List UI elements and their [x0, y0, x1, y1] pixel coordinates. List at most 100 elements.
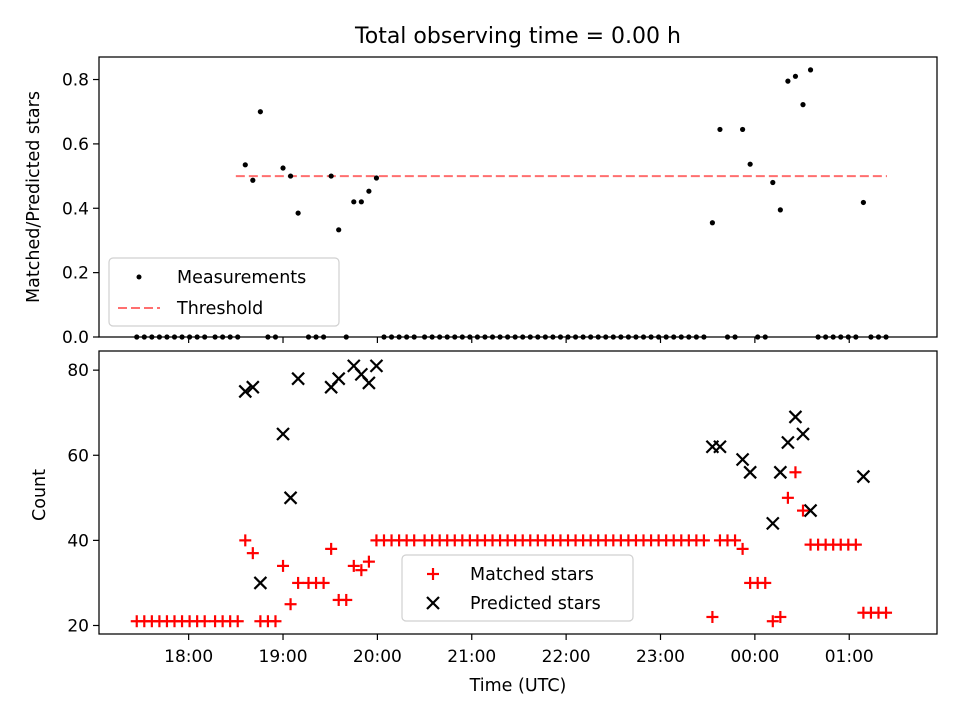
matched-star-marker	[736, 542, 749, 555]
predicted-star-stroke-b	[856, 469, 871, 484]
top-y-tick-label: 0.6	[62, 135, 89, 155]
matched-stars-series	[130, 466, 893, 628]
predicted-star-stroke-b	[238, 384, 253, 399]
predicted-star-stroke-b	[743, 465, 757, 480]
bottom-legend-frame	[401, 554, 634, 622]
bottom-x-tick-label: 22:00	[542, 647, 591, 667]
top-panel-y-axis: 0.0 0.2 0.4 0.6 0.8	[62, 71, 99, 348]
measurement-point	[739, 126, 746, 133]
predicted-star-stroke-b	[781, 435, 795, 450]
matched-star-marker	[340, 593, 353, 606]
measurement-point	[792, 73, 799, 79]
predicted-star-stroke-b	[362, 376, 376, 390]
matched-star-marker	[408, 534, 421, 547]
measurement-point	[250, 177, 256, 183]
matched-star-marker	[766, 615, 779, 628]
legend-measurements-label: Measurements	[177, 268, 306, 288]
legend-predicted-marker	[426, 596, 440, 610]
matched-star-marker	[362, 555, 375, 568]
bottom-panel-ylabel: Count	[30, 469, 50, 521]
measurement-point	[709, 220, 716, 226]
legend-matched-label: Matched stars	[470, 565, 594, 585]
measurement-point	[336, 227, 342, 233]
bottom-panel-x-axis: 18:00 19:00 20:00 21:00 22:00 23:00 00:00 01:00	[164, 634, 874, 667]
legend-threshold-label: Threshold	[176, 299, 263, 319]
predicted-star-marker	[735, 452, 750, 467]
predicted-star-marker	[796, 427, 810, 441]
top-legend: Measurements Threshold	[108, 257, 340, 327]
matched-star-marker	[284, 598, 297, 611]
matched-star-marker	[880, 606, 893, 619]
matched-star-marker	[697, 534, 710, 547]
bottom-panel-y-axis: 20 40 60 80	[67, 361, 99, 636]
matched-star-marker	[231, 615, 244, 628]
measurement-point	[351, 199, 357, 205]
measurement-point	[770, 179, 776, 186]
measurement-point	[800, 102, 806, 108]
matched-star-marker	[781, 491, 794, 504]
predicted-star-marker	[803, 503, 818, 518]
predicted-star-marker	[713, 439, 727, 454]
bottom-y-tick-label: 60	[67, 446, 89, 466]
measurement-point	[280, 165, 286, 171]
matched-star-marker	[292, 576, 305, 589]
predicted-star-stroke-b	[283, 491, 298, 505]
measurement-point	[242, 162, 248, 168]
predicted-star-stroke-b	[773, 465, 788, 480]
predicted-star-marker	[773, 465, 788, 480]
matched-star-marker	[347, 559, 360, 572]
bottom-y-tick-label: 40	[67, 531, 89, 551]
bottom-panel-frame	[98, 350, 938, 635]
predicted-star-stroke-b	[788, 410, 803, 424]
matched-star-marker	[706, 610, 719, 623]
predicted-star-marker	[291, 371, 305, 386]
predicted-star-marker	[788, 410, 803, 424]
predicted-star-stroke-b	[803, 503, 818, 518]
top-panel-title: Total observing time = 0.00 h	[354, 24, 681, 49]
bottom-x-tick-label: 23:00	[636, 647, 685, 667]
legend-predicted-label: Predicted stars	[470, 594, 601, 614]
matched-star-marker	[789, 466, 802, 479]
matched-star-marker	[325, 542, 338, 555]
matched-star-marker	[774, 610, 787, 623]
measurement-point	[295, 210, 301, 216]
bottom-panel-xlabel: Time (UTC)	[469, 676, 567, 696]
bottom-x-tick-label: 20:00	[353, 647, 402, 667]
predicted-star-stroke-b	[253, 576, 268, 590]
predicted-star-stroke-b	[796, 427, 810, 441]
predicted-star-stroke-b	[347, 359, 361, 373]
measurement-point	[860, 199, 866, 206]
matched-star-marker	[317, 576, 330, 589]
predicted-star-stroke-b	[735, 452, 750, 467]
predicted-star-marker	[331, 371, 346, 386]
matched-star-marker	[246, 547, 259, 560]
predicted-star-stroke-b	[291, 371, 305, 386]
measurement-point	[287, 173, 294, 179]
legend-matched-marker	[427, 568, 439, 580]
predicted-star-stroke-b	[246, 380, 260, 394]
predicted-star-marker	[283, 491, 298, 505]
top-panel-ylabel: Matched/Predicted stars	[24, 91, 44, 303]
top-y-tick-label: 0.8	[62, 71, 89, 91]
bottom-x-tick-label: 00:00	[730, 647, 779, 667]
matched-star-marker	[355, 564, 368, 577]
predicted-star-stroke-b	[713, 439, 727, 454]
measurement-point	[807, 67, 814, 73]
predicted-star-marker	[276, 427, 290, 441]
matched-star-marker	[239, 534, 252, 547]
measurement-point	[785, 78, 791, 84]
top-y-tick-label: 0.2	[62, 264, 89, 284]
bottom-y-tick-label: 20	[67, 616, 89, 636]
predicted-star-marker	[781, 435, 795, 450]
bottom-legend: Matched stars Predicted stars	[401, 554, 634, 622]
predicted-star-marker	[362, 376, 376, 390]
measurement-point	[717, 126, 723, 133]
bottom-x-tick-label: 01:00	[825, 647, 874, 667]
top-y-tick-label: 0.0	[62, 328, 89, 348]
predicted-star-marker	[856, 469, 871, 484]
predicted-star-stroke-b	[331, 371, 346, 386]
matched-star-marker	[849, 538, 862, 551]
predicted-star-stroke-b	[766, 516, 780, 531]
top-panel-frame	[98, 56, 938, 338]
